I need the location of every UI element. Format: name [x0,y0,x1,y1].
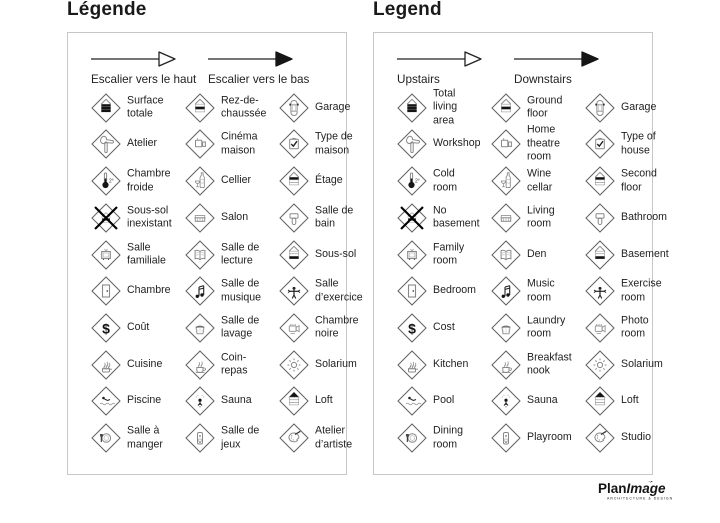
svg-text:PlanImage: PlanImage [598,481,666,496]
svg-text:2°: 2° [415,179,420,185]
svg-text:ARCHITECTURE & DESIGN: ARCHITECTURE & DESIGN [607,497,673,501]
svg-text:$: $ [102,320,110,336]
svg-text:2°: 2° [109,179,114,185]
svg-text:$: $ [408,320,416,336]
